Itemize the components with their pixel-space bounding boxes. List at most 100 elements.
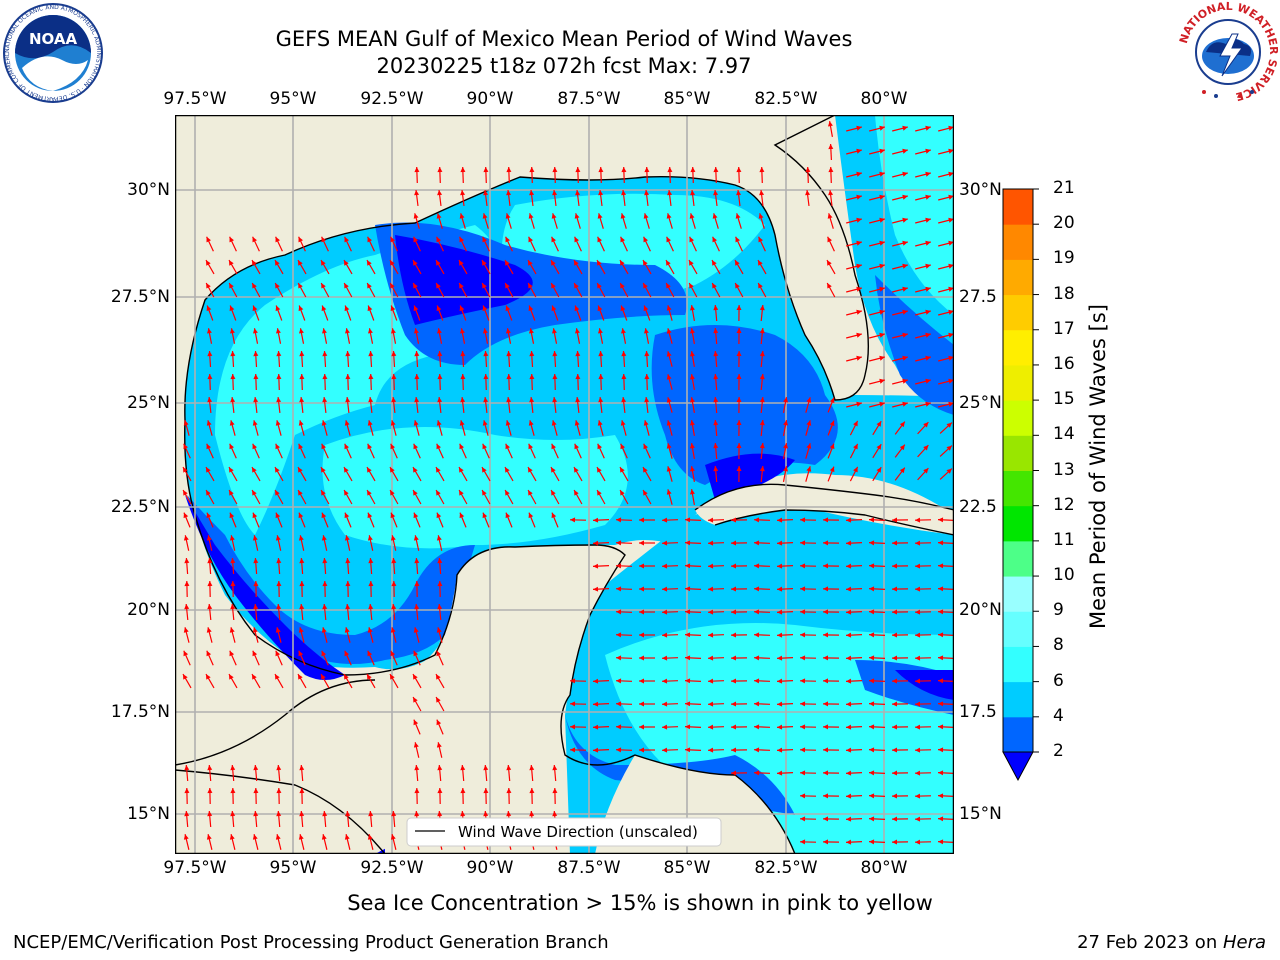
wind-arrow-head (275, 305, 281, 312)
wind-arrow-head (690, 443, 695, 449)
wind-arrow-head (735, 260, 740, 266)
wind-arrow-head (368, 351, 374, 357)
colorbar-tick-label: 18 (1053, 283, 1075, 304)
wind-arrow-head (298, 490, 303, 496)
lon-tick-bottom: 90°W (466, 858, 514, 878)
wind-arrow-head (298, 834, 304, 840)
wind-arrow-head (938, 747, 944, 753)
wind-arrow-head (946, 468, 952, 474)
wind-arrow-head (869, 701, 875, 707)
wind-arrow-head (856, 286, 862, 292)
wind-arrow-head (856, 217, 862, 223)
wind-arrow-head (823, 517, 828, 523)
wind-arrow-head (856, 194, 862, 200)
wind-arrow-head (713, 466, 719, 472)
mexico-yucatan-land (175, 545, 625, 854)
wind-arrow-head (344, 420, 350, 426)
wind-arrow-head (598, 351, 604, 357)
wind-arrow-head (879, 171, 885, 177)
wind-arrow-head (391, 328, 396, 334)
wind-arrow-head (828, 190, 834, 196)
wind-arrow-head (708, 563, 714, 569)
wind-arrow-head (823, 563, 828, 569)
wind-arrow-head (783, 466, 788, 472)
wind-arrow-head (800, 655, 806, 661)
lon-tick-bottom: 97.5°W (163, 858, 227, 878)
wind-arrow-head (593, 747, 599, 753)
colorbar-segment (1003, 189, 1033, 225)
wind-arrow-head (414, 558, 420, 564)
wind-arrow-head (414, 374, 420, 380)
wind-arrow-head (299, 374, 305, 380)
wind-arrow-head (345, 328, 350, 334)
wind-arrow-head (436, 627, 442, 633)
wind-arrow-head (783, 420, 788, 426)
wind-arrow-head (551, 213, 557, 219)
wind-arrow-head (690, 328, 695, 334)
wind-arrow-head (846, 563, 852, 569)
wind-arrow-head (275, 283, 280, 289)
wind-arrow-head (345, 374, 351, 380)
wind-arrow-head (276, 604, 282, 610)
wind-arrow-head (800, 793, 806, 799)
wind-arrow-head (708, 701, 714, 707)
wind-arrow-head (321, 305, 327, 312)
wind-arrow-head (276, 811, 282, 817)
colorbar-segment (1003, 470, 1033, 507)
wind-arrow-head (252, 260, 257, 266)
wind-arrow-head (414, 397, 420, 403)
wind-arrow-head (800, 747, 806, 753)
wind-arrow-head (643, 213, 649, 219)
wind-arrow-head (437, 190, 443, 196)
wind-arrow-head (708, 609, 714, 615)
wind-arrow-head (925, 148, 931, 154)
wind-arrow-head (367, 283, 372, 289)
wind-arrow-head (616, 609, 622, 615)
wind-arrow-head (876, 467, 882, 473)
colorbar-tick-label: 21 (1053, 178, 1075, 198)
wind-arrow-head (575, 351, 581, 357)
wind-arrow-head (505, 467, 510, 473)
wind-arrow-head (390, 535, 396, 541)
wind-arrow-head (597, 283, 602, 289)
wind-arrow-head (482, 283, 487, 289)
wind-arrow-head (869, 655, 875, 661)
wind-arrow-head (754, 586, 760, 592)
wind-arrow-head (598, 328, 603, 334)
wind-arrow-head (938, 770, 944, 776)
wind-arrow-head (597, 420, 603, 426)
wind-arrow-head (275, 512, 281, 519)
wind-arrow-head (690, 397, 695, 403)
wind-arrow-head (708, 540, 714, 546)
footer-branch: NCEP/EMC/Verification Post Processing Pr… (13, 932, 609, 953)
wind-arrow-head (229, 283, 234, 289)
wind-arrow-head (621, 167, 627, 173)
wind-arrow-head (899, 467, 905, 474)
wind-arrow-head (298, 535, 304, 541)
wind-arrow-head (207, 581, 213, 587)
wind-arrow-head (948, 148, 954, 154)
wind-arrow-head (506, 397, 512, 403)
wind-arrow-head (869, 816, 875, 822)
wind-arrow-head (368, 558, 374, 564)
map-plot: Wind Wave Direction (unscaled) (175, 115, 954, 854)
wind-arrow-head (869, 563, 875, 569)
wind-arrow-head (690, 489, 695, 495)
wind-arrow-head (252, 467, 257, 473)
wind-arrow-head (616, 724, 622, 730)
wind-arrow-head (915, 586, 921, 592)
wind-arrow-head (639, 632, 644, 638)
lat-tick-right: 17.5 (959, 702, 997, 722)
wind-arrow-head (754, 609, 760, 615)
wind-arrow-head (345, 811, 351, 817)
wind-arrow-head (800, 563, 806, 569)
wind-arrow-head (436, 260, 441, 266)
wind-arrow-head (731, 655, 736, 661)
wind-arrow-head (574, 236, 579, 243)
wind-arrow-head (620, 305, 626, 312)
wind-arrow-head (667, 167, 673, 173)
wind-arrow-head (275, 236, 280, 243)
wind-arrow-head (322, 558, 328, 564)
wind-arrow-head (321, 443, 326, 450)
wind-arrow-head (846, 517, 852, 523)
